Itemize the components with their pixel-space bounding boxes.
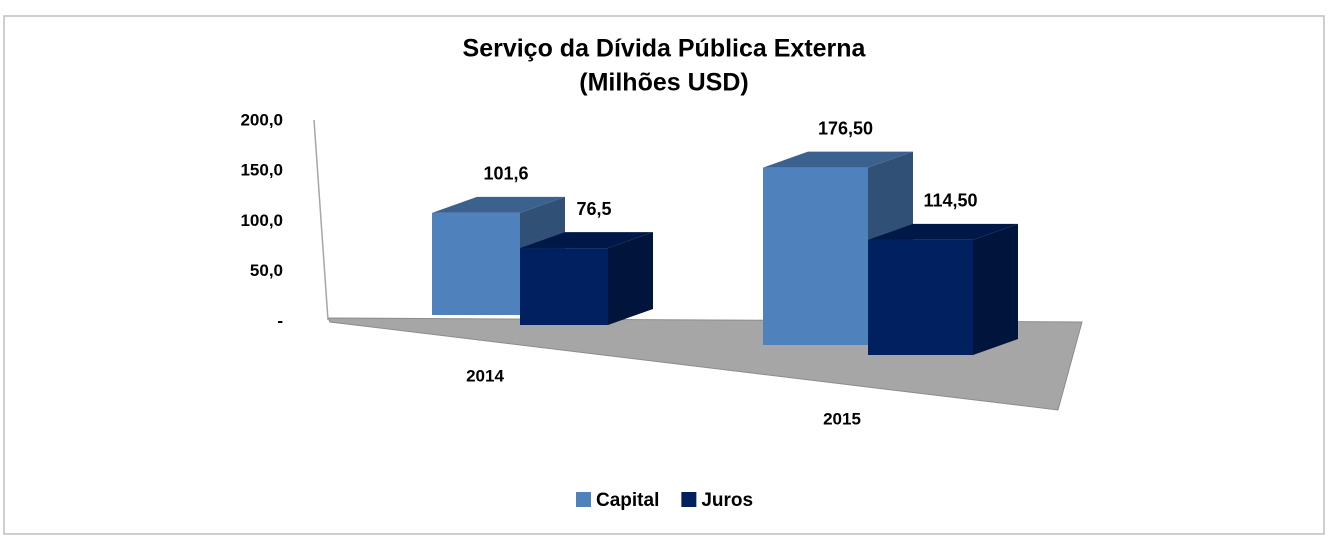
legend-swatch (681, 492, 697, 507)
value-label: 76,5 (576, 199, 611, 219)
y-tick-label: 200,0 (240, 110, 283, 129)
bar-side (973, 223, 1018, 355)
bar-top (432, 196, 565, 213)
bar (520, 232, 653, 325)
chart-subtitle: (Milhões USD) (579, 69, 748, 97)
x-tick-label: 2014 (466, 366, 504, 385)
value-label: 176,50 (818, 118, 873, 138)
bar-front (432, 212, 520, 315)
chart-frame (3, 15, 1325, 535)
chart-title: Serviço da Dívida Pública Externa (463, 35, 867, 63)
bar-top (520, 232, 653, 249)
bar-top (763, 151, 913, 168)
legend-swatch (576, 492, 591, 507)
y-axis (313, 119, 329, 321)
bar-side (608, 232, 653, 325)
y-tick-label: - (277, 311, 283, 330)
x-tick-label: 2015 (823, 409, 861, 428)
bar-front (868, 239, 973, 355)
value-label: 101,6 (483, 164, 528, 184)
bar-top (868, 223, 1018, 240)
bar (868, 223, 1018, 355)
value-label: 114,50 (923, 191, 977, 211)
y-tick-label: 150,0 (240, 161, 283, 180)
bar-front (763, 167, 868, 345)
y-tick-label: 50,0 (250, 261, 283, 280)
bar-front (520, 248, 608, 325)
y-tick-label: 100,0 (240, 211, 283, 230)
legend-label: Capital (596, 490, 659, 511)
legend-label: Juros (701, 490, 753, 511)
